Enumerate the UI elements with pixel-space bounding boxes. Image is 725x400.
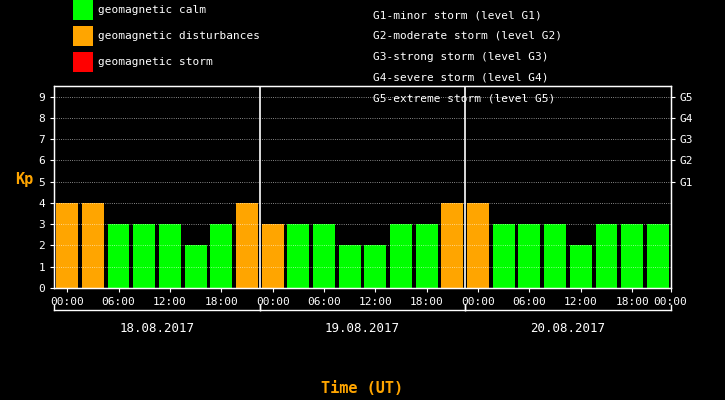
- Bar: [133, 224, 155, 288]
- Text: geomagnetic calm: geomagnetic calm: [98, 5, 206, 15]
- Text: G2-moderate storm (level G2): G2-moderate storm (level G2): [373, 31, 563, 41]
- Text: Time (UT): Time (UT): [321, 381, 404, 396]
- Bar: [570, 246, 592, 288]
- Bar: [544, 224, 566, 288]
- Bar: [365, 246, 386, 288]
- Bar: [159, 224, 181, 288]
- Bar: [210, 224, 232, 288]
- Bar: [415, 224, 438, 288]
- Text: geomagnetic disturbances: geomagnetic disturbances: [98, 31, 260, 41]
- Text: geomagnetic storm: geomagnetic storm: [98, 57, 212, 67]
- Text: G5-extreme storm (level G5): G5-extreme storm (level G5): [373, 93, 555, 103]
- Text: G1-minor storm (level G1): G1-minor storm (level G1): [373, 10, 542, 20]
- Text: G4-severe storm (level G4): G4-severe storm (level G4): [373, 72, 549, 82]
- Bar: [390, 224, 412, 288]
- Bar: [185, 246, 207, 288]
- Bar: [518, 224, 540, 288]
- Y-axis label: Kp: Kp: [15, 172, 34, 187]
- Text: 19.08.2017: 19.08.2017: [325, 322, 400, 335]
- Text: G3-strong storm (level G3): G3-strong storm (level G3): [373, 52, 549, 62]
- Text: 20.08.2017: 20.08.2017: [531, 322, 605, 335]
- Bar: [287, 224, 310, 288]
- Bar: [621, 224, 643, 288]
- Bar: [595, 224, 618, 288]
- Bar: [313, 224, 335, 288]
- Bar: [236, 203, 258, 288]
- Bar: [262, 224, 283, 288]
- Bar: [82, 203, 104, 288]
- Bar: [647, 224, 668, 288]
- Bar: [442, 203, 463, 288]
- Text: 18.08.2017: 18.08.2017: [120, 322, 194, 335]
- Bar: [57, 203, 78, 288]
- Bar: [493, 224, 515, 288]
- Bar: [467, 203, 489, 288]
- Bar: [107, 224, 130, 288]
- Bar: [339, 246, 360, 288]
